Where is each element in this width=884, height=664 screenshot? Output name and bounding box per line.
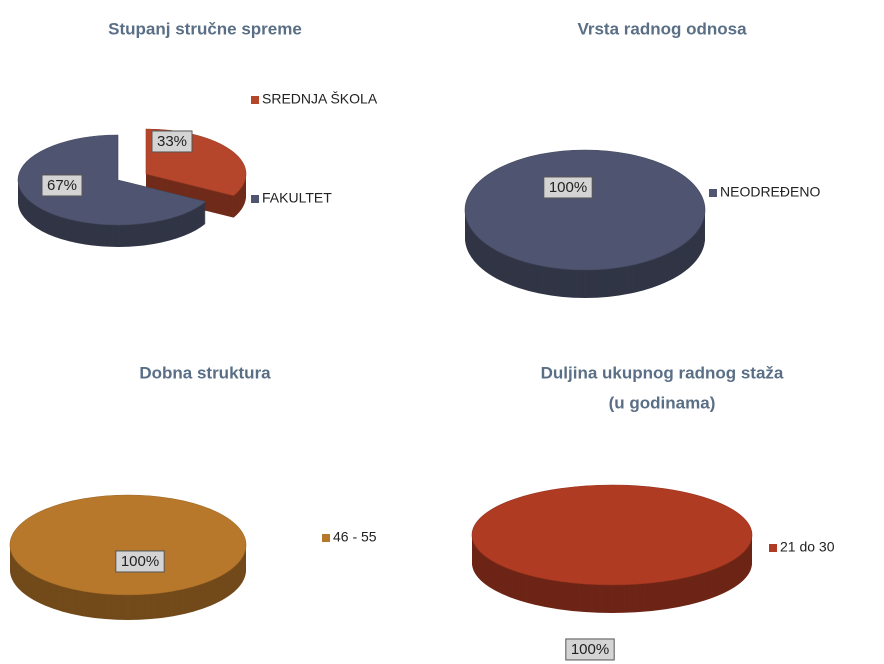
legend-label: NEODREĐENO	[720, 184, 820, 200]
chart-title: Dobna struktura	[139, 363, 271, 382]
value-label: 100%	[543, 176, 593, 199]
value-label: 100%	[115, 550, 165, 573]
legend-label: 21 do 30	[780, 539, 835, 555]
value-label-text: 100%	[549, 179, 587, 196]
legend-swatch	[709, 189, 717, 197]
pie-slice	[471, 484, 753, 586]
legend-label: 46 - 55	[333, 529, 377, 545]
value-label-box	[543, 176, 593, 199]
chart-title: Stupanj stručne spreme	[108, 19, 302, 38]
legend-swatch	[251, 96, 259, 104]
value-label-text: 67%	[47, 177, 77, 194]
value-label-text: 100%	[571, 641, 609, 658]
pie-slice	[17, 134, 207, 226]
chart-subtitle: (u godinama)	[609, 393, 716, 412]
value-label-box	[41, 174, 83, 197]
pie-slice	[9, 494, 247, 596]
legend-swatch	[251, 195, 259, 203]
value-label: 33%	[151, 130, 193, 153]
legend-label: SREDNJA ŠKOLA	[262, 91, 378, 107]
legend-swatch	[769, 544, 777, 552]
value-label-text: 100%	[121, 553, 159, 570]
legend-swatch	[322, 534, 330, 542]
chart-title: Vrsta radnog odnosa	[577, 19, 747, 38]
value-label-box	[565, 638, 615, 661]
value-label: 100%	[565, 638, 615, 661]
legend-label: FAKULTET	[262, 190, 332, 206]
value-label-box	[151, 130, 193, 153]
chart-title: Duljina ukupnog radnog staža	[541, 363, 784, 382]
value-label: 67%	[41, 174, 83, 197]
value-label-box	[115, 550, 165, 573]
value-label-text: 33%	[157, 133, 187, 150]
pie-slice	[464, 149, 706, 271]
